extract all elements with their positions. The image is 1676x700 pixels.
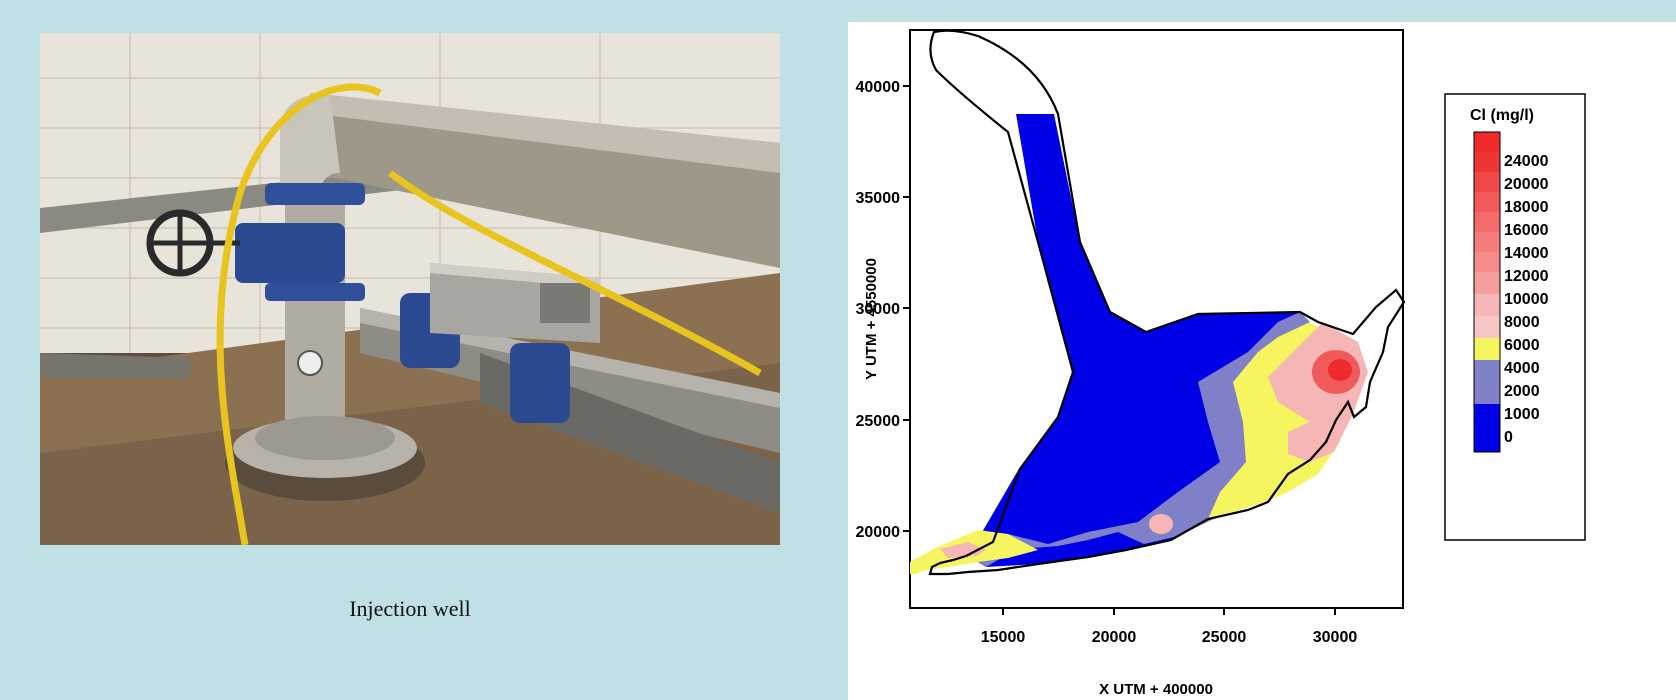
legend-2000: 2000	[1504, 383, 1540, 400]
legend-4000: 4000	[1504, 360, 1540, 377]
x-tick-labels: 15000 20000 25000 30000	[981, 629, 1358, 646]
chloride-contour-map: 40000 35000 30000 25000 20000 15000 2000…	[848, 22, 1676, 700]
legend-14000: 14000	[1504, 245, 1549, 262]
y-tick-labels: 40000 35000 30000 25000 20000	[856, 79, 901, 541]
y-tick-20000: 20000	[856, 524, 901, 541]
photo-caption: Injection well	[349, 596, 471, 621]
contour-fill	[910, 114, 1368, 574]
y-tick-35000: 35000	[856, 190, 901, 207]
y-tick-30000: 30000	[856, 301, 901, 318]
y-tick-25000: 25000	[856, 413, 901, 430]
coastline-outline	[928, 29, 1406, 576]
injection-well-photo	[40, 33, 780, 545]
legend-16000: 16000	[1504, 222, 1549, 239]
legend-10000: 10000	[1504, 291, 1549, 308]
x-tick-20000: 20000	[1092, 629, 1137, 646]
y-tick-40000: 40000	[856, 79, 901, 96]
legend-18000: 18000	[1504, 199, 1549, 216]
legend-8000: 8000	[1504, 314, 1540, 331]
legend-title: Cl (mg/l)	[1470, 107, 1534, 124]
concentration-legend: Cl (mg/l) 24000 20000 18000 16000 14000	[1444, 93, 1586, 541]
legend-12000: 12000	[1504, 268, 1549, 285]
x-tick-15000: 15000	[981, 629, 1026, 646]
legend-6000: 6000	[1504, 337, 1540, 354]
y-axis-title: Y UTM + 4550000	[863, 258, 880, 380]
legend-1000: 1000	[1504, 406, 1540, 423]
x-tick-30000: 30000	[1313, 629, 1358, 646]
legend-24000: 24000	[1504, 153, 1549, 170]
x-axis-title: X UTM + 400000	[1099, 681, 1213, 698]
legend-20000: 20000	[1504, 176, 1549, 193]
legend-0: 0	[1504, 429, 1513, 446]
x-tick-25000: 25000	[1202, 629, 1247, 646]
